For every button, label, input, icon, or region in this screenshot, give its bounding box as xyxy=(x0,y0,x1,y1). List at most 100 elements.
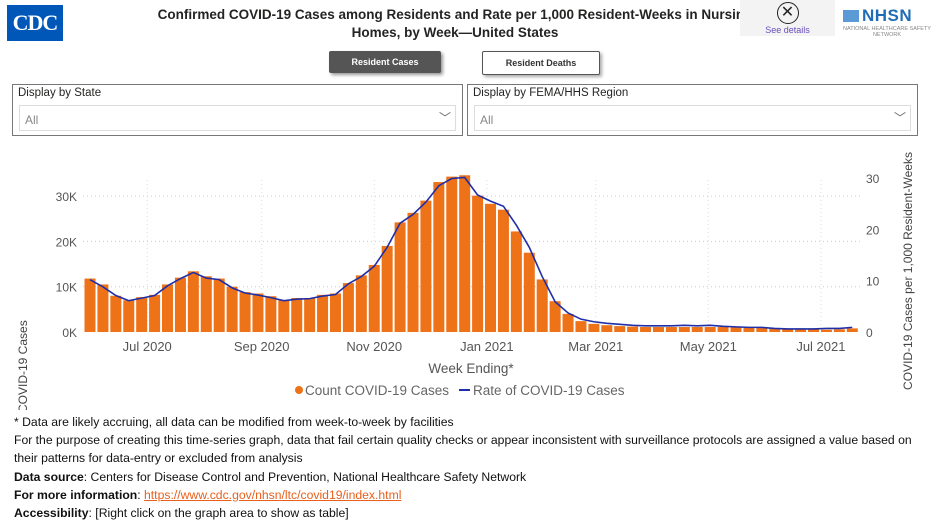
bar[interactable] xyxy=(407,212,419,332)
region-dropdown[interactable]: All ﹀ xyxy=(474,105,911,131)
data-source: Data source: Centers for Disease Control… xyxy=(14,468,924,486)
bar[interactable] xyxy=(820,329,832,332)
see-details-link[interactable]: See details xyxy=(765,25,810,35)
rate-line[interactable] xyxy=(89,176,853,330)
bar[interactable] xyxy=(355,275,367,332)
bar[interactable] xyxy=(174,277,186,332)
cases-chart[interactable]: Jul 2020 Sep 2020 Nov 2020 Jan 2021 Mar 2021… xyxy=(0,140,936,410)
bar[interactable] xyxy=(291,298,303,332)
y-tick-label: 0K xyxy=(62,326,77,340)
bar[interactable] xyxy=(317,294,329,332)
bar[interactable] xyxy=(497,209,509,332)
legend-line-label: Rate of COVID-19 Cases xyxy=(473,383,625,398)
bar[interactable] xyxy=(588,323,600,332)
bar[interactable] xyxy=(769,328,781,332)
bar[interactable] xyxy=(833,329,845,332)
bar[interactable] xyxy=(846,328,858,332)
bar[interactable] xyxy=(329,293,341,332)
note-accruing: * Data are likely accruing, all data can… xyxy=(14,415,454,429)
state-dropdown-value: All xyxy=(25,113,39,127)
accessibility: Accessibility: [Right click on the graph… xyxy=(14,504,924,522)
legend-bar-label: Count COVID-19 Cases xyxy=(305,383,449,398)
y2-tick-label: 30 xyxy=(866,172,880,186)
bar[interactable] xyxy=(562,313,574,332)
bar[interactable] xyxy=(614,326,626,332)
bar[interactable] xyxy=(678,327,690,332)
x-tick-label: Sep 2020 xyxy=(234,339,290,354)
more-info-link[interactable]: https://www.cdc.gov/nhsn/ltc/covid19/ind… xyxy=(144,487,402,502)
bar[interactable] xyxy=(278,300,290,332)
cdc-logo: CDC xyxy=(7,5,63,41)
nhsn-logo-text: NHSN xyxy=(862,6,913,25)
x-tick-label: Nov 2020 xyxy=(346,339,402,354)
bar[interactable] xyxy=(252,293,264,332)
bar[interactable] xyxy=(381,245,393,332)
tab-resident-deaths[interactable]: Resident Deaths xyxy=(482,51,600,75)
tab-resident-cases[interactable]: Resident Cases xyxy=(329,51,441,73)
bar[interactable] xyxy=(342,283,354,332)
bar[interactable] xyxy=(136,297,148,332)
region-dropdown-value: All xyxy=(480,113,494,127)
bar[interactable] xyxy=(394,222,406,332)
bar[interactable] xyxy=(472,195,484,332)
logo-text: CDC xyxy=(12,10,59,35)
bar[interactable] xyxy=(149,294,161,332)
state-filter-label: Display by State xyxy=(18,87,102,99)
bar[interactable] xyxy=(368,264,380,332)
state-dropdown[interactable]: All ﹀ xyxy=(19,105,456,131)
state-filter: Display by State All ﹀ xyxy=(12,84,463,136)
region-filter: Display by FEMA/HHS Region All ﹀ xyxy=(467,84,918,136)
nhsn-subtitle: NATIONAL HEALTHCARE SAFETY NETWORK xyxy=(843,26,931,38)
bar[interactable] xyxy=(717,327,729,332)
bar[interactable] xyxy=(601,325,613,332)
bar[interactable] xyxy=(433,182,445,332)
monitor-icon xyxy=(843,10,859,22)
bar[interactable] xyxy=(200,276,212,332)
bar[interactable] xyxy=(743,327,755,332)
region-filter-label: Display by FEMA/HHS Region xyxy=(473,87,629,99)
footnotes: * Data are likely accruing, all data can… xyxy=(14,413,924,522)
bar[interactable] xyxy=(627,326,639,332)
bar[interactable] xyxy=(304,298,316,332)
bar[interactable] xyxy=(536,279,548,332)
bar[interactable] xyxy=(226,286,238,332)
nhsn-logo: NHSN NATIONAL HEALTHCARE SAFETY NETWORK xyxy=(843,6,933,38)
bar[interactable] xyxy=(795,329,807,332)
page-title: Confirmed COVID-19 Cases among Residents… xyxy=(157,7,753,40)
bar[interactable] xyxy=(459,175,471,332)
bar[interactable] xyxy=(704,327,716,332)
bar[interactable] xyxy=(446,176,458,332)
x-tick-label: May 2021 xyxy=(680,339,737,354)
bar[interactable] xyxy=(485,203,497,332)
bar[interactable] xyxy=(239,292,251,332)
bar[interactable] xyxy=(162,284,174,332)
see-details-button[interactable]: ✕ See details xyxy=(740,0,835,36)
x-tick-label: Mar 2021 xyxy=(568,339,623,354)
bar[interactable] xyxy=(213,278,225,332)
bar[interactable] xyxy=(123,300,135,332)
x-tick-label: Jan 2021 xyxy=(460,339,514,354)
bar[interactable] xyxy=(782,328,794,332)
bar[interactable] xyxy=(665,327,677,332)
bar[interactable] xyxy=(84,278,96,332)
bar[interactable] xyxy=(549,301,561,332)
x-tick-label: Jul 2020 xyxy=(123,339,172,354)
bar[interactable] xyxy=(652,327,664,332)
y2-axis-label: COVID-19 Cases per 1,000 Resident-Weeks xyxy=(901,152,915,390)
y2-tick-label: 10 xyxy=(866,275,880,289)
more-info-label: For more information xyxy=(14,487,138,502)
bar[interactable] xyxy=(110,295,122,332)
bar[interactable] xyxy=(420,200,432,332)
bar[interactable] xyxy=(808,329,820,332)
bar[interactable] xyxy=(265,296,277,332)
bar[interactable] xyxy=(510,231,522,332)
y-tick-label: 10K xyxy=(56,281,77,295)
bar[interactable] xyxy=(640,327,652,332)
bar[interactable] xyxy=(187,271,199,332)
bar[interactable] xyxy=(97,284,109,332)
bar[interactable] xyxy=(523,252,535,332)
bar[interactable] xyxy=(691,327,703,332)
bar[interactable] xyxy=(756,327,768,332)
bar[interactable] xyxy=(730,327,742,332)
bar[interactable] xyxy=(575,321,587,332)
